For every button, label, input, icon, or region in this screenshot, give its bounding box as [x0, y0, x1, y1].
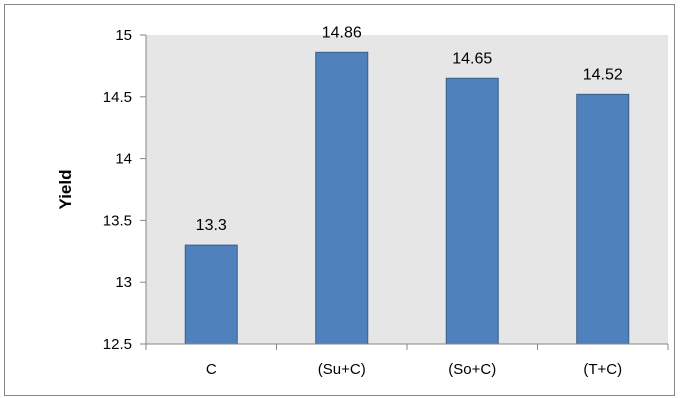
- x-tick-label: C: [206, 361, 217, 378]
- data-label: 14.65: [452, 50, 492, 67]
- x-tick-label: (Su+C): [318, 361, 366, 378]
- y-axis: 12.5 13 13.5 14 14.5 15: [103, 27, 147, 353]
- y-tick-label: 13: [115, 274, 132, 291]
- x-tick-label: (So+C): [448, 361, 496, 378]
- y-tick-label: 12.5: [103, 336, 132, 353]
- x-axis: C (Su+C) (So+C) (T+C): [145, 343, 669, 378]
- x-tick-label: (T+C): [583, 361, 622, 378]
- bar: [315, 51, 369, 345]
- chart-frame: 12.5 13 13.5 14 14.5 15 13.3 14.86 14.65 14.52 C…: [4, 4, 675, 396]
- data-label: 13.3: [196, 217, 227, 234]
- bar: [576, 93, 630, 345]
- bar: [445, 77, 499, 345]
- bar-chart: 12.5 13 13.5 14 14.5 15 13.3 14.86 14.65 14.52 C…: [56, 24, 669, 378]
- data-label: 14.86: [322, 24, 362, 41]
- y-tick-label: 13.5: [103, 212, 132, 229]
- bar: [184, 244, 238, 345]
- y-axis-title: Yield: [56, 170, 75, 210]
- y-tick-label: 14.5: [103, 89, 132, 106]
- data-label: 14.52: [583, 66, 623, 83]
- y-tick-label: 15: [115, 27, 132, 44]
- y-tick-label: 14: [115, 151, 132, 168]
- bars: 13.3 14.86 14.65 14.52: [184, 24, 630, 345]
